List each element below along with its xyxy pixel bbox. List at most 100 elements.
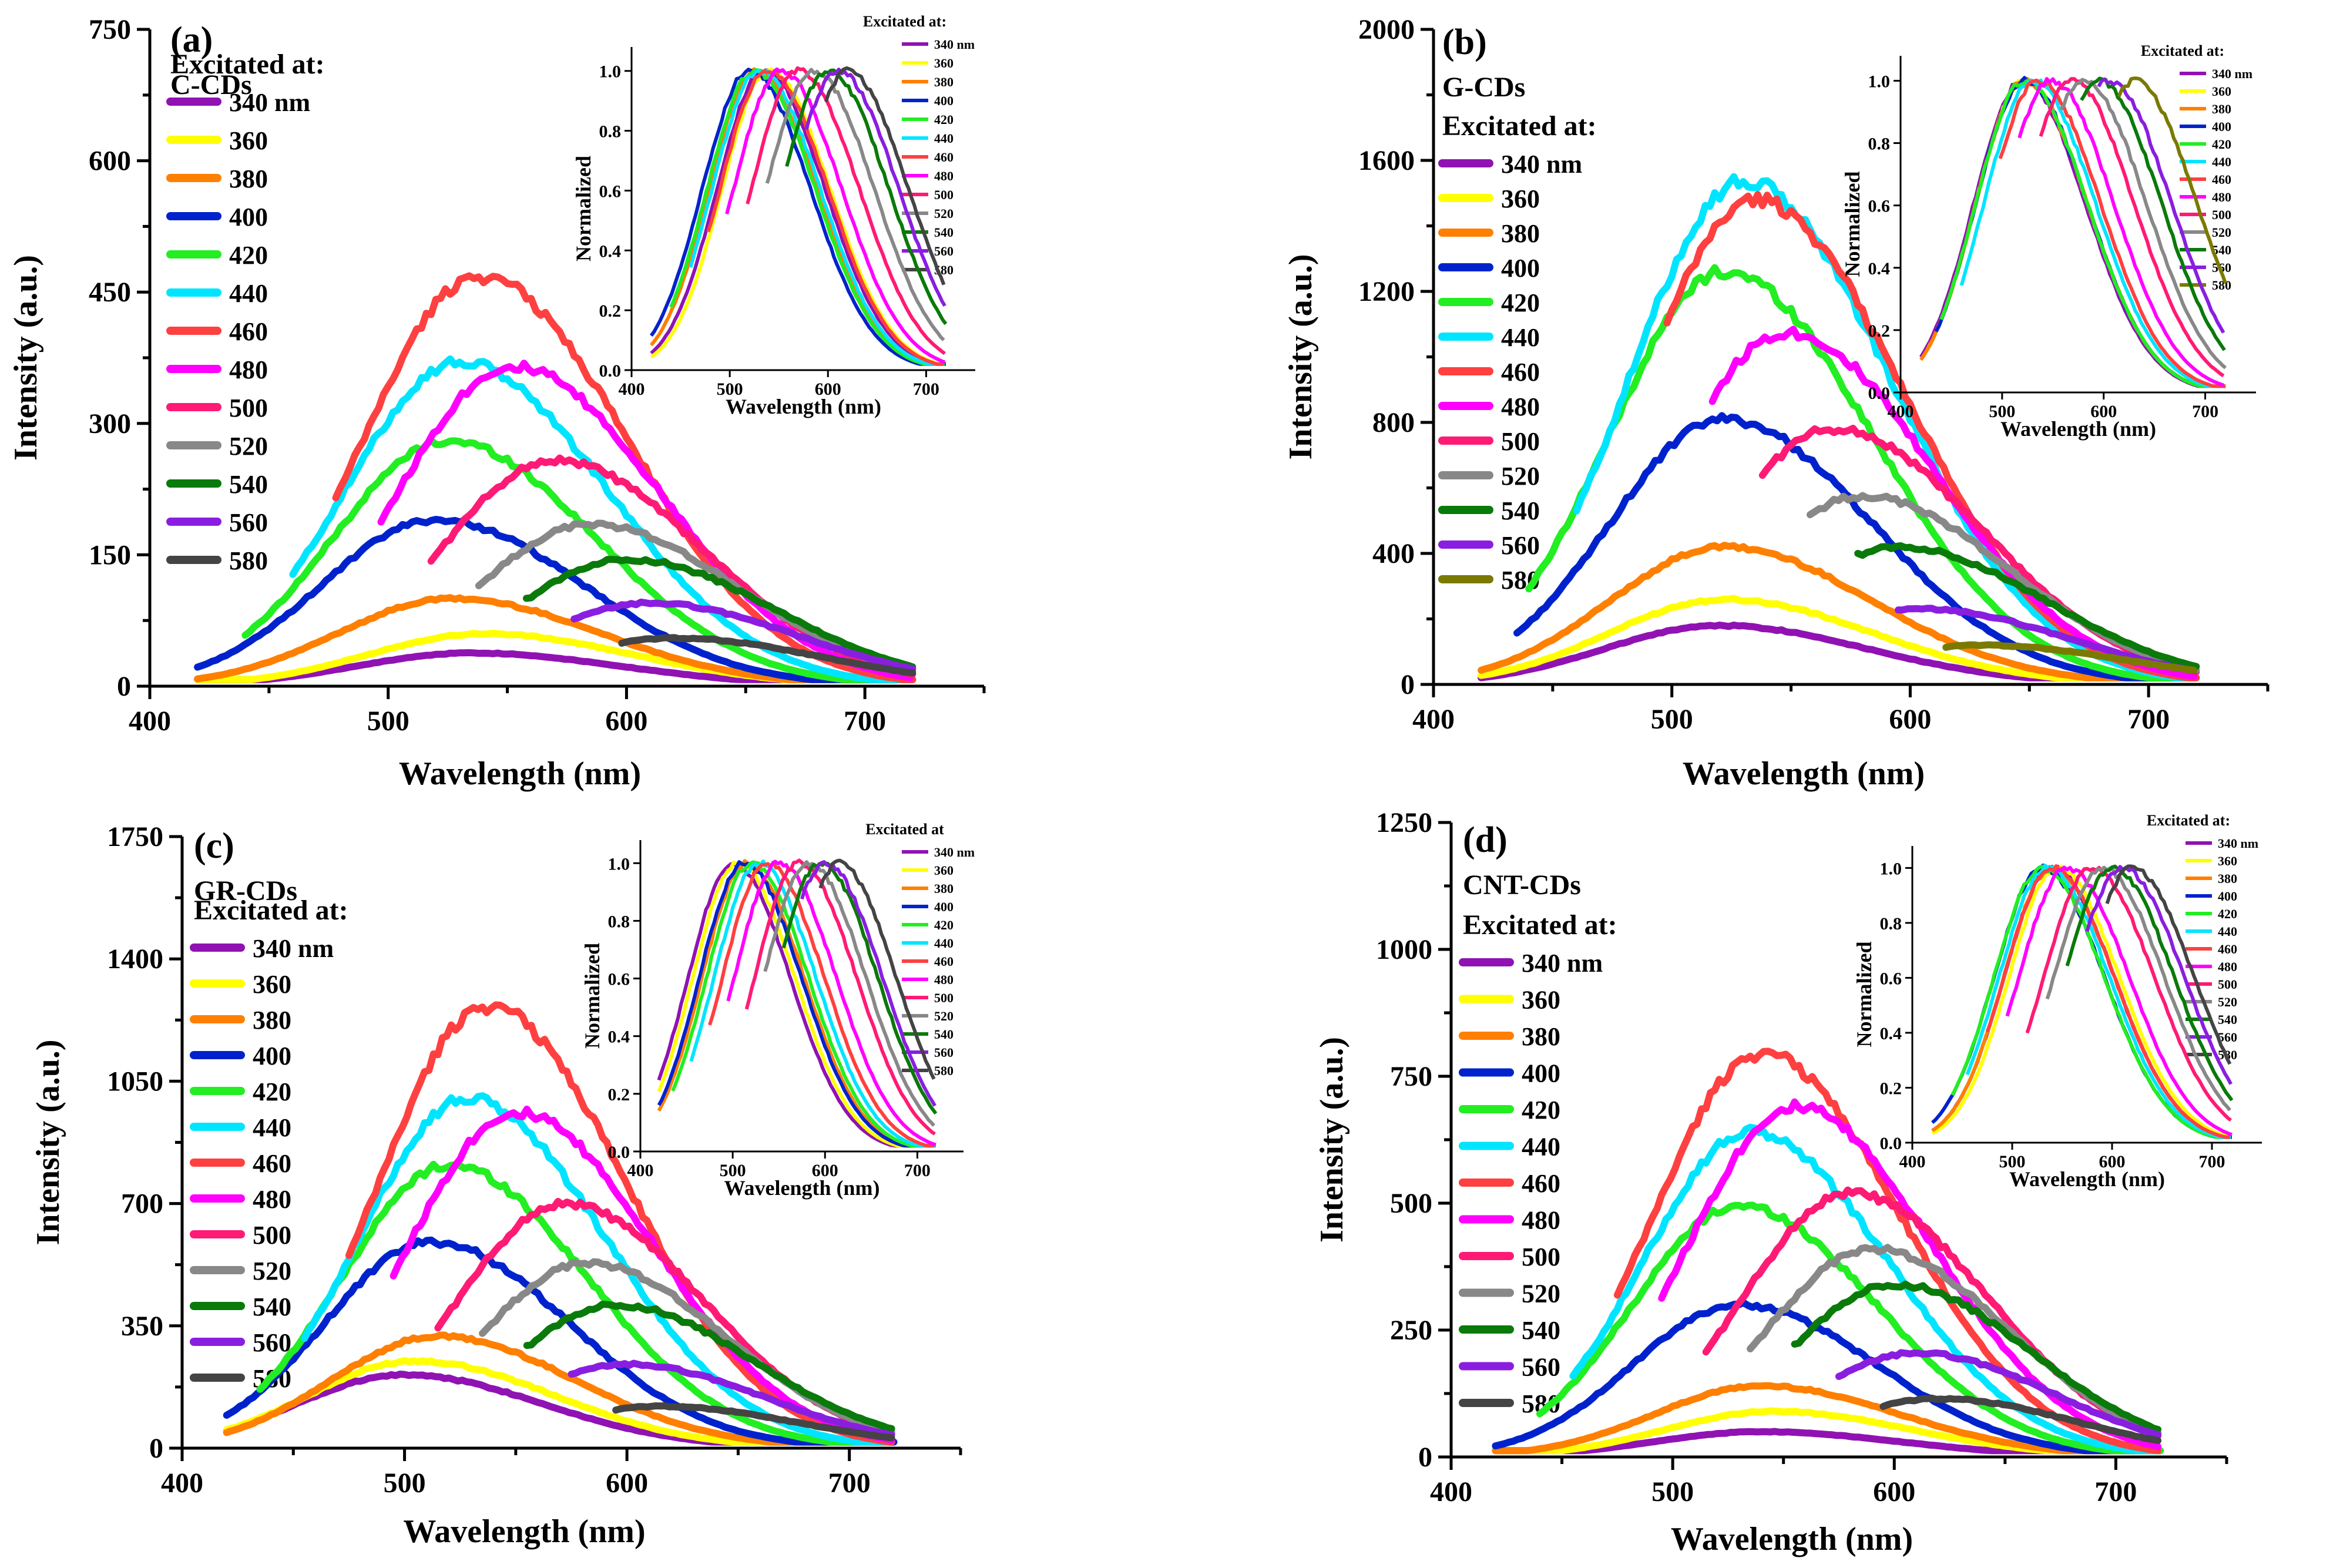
sample-label: G-CDs: [1442, 72, 1525, 103]
inset-x-tick-label: 500: [720, 1161, 746, 1180]
y-tick-label: 700: [121, 1188, 163, 1220]
inset-legend-label: 360: [2218, 854, 2237, 868]
inset-series-line-540: [781, 861, 938, 1115]
inset-y-tick-label: 0.0: [1880, 1134, 1902, 1153]
legend-label: 460: [229, 317, 268, 346]
inset-y-tick-label: 0.8: [599, 122, 622, 142]
x-tick-label: 500: [1651, 1476, 1694, 1507]
legend-label: 440: [1522, 1133, 1560, 1161]
legend-label: 400: [1501, 254, 1540, 283]
x-axis-label: Wavelength (nm): [399, 756, 641, 792]
inset-legend-label: 520: [934, 206, 954, 221]
inset-series-line-480: [2005, 865, 2232, 1137]
inset-x-axis-label: Wavelength (nm): [2009, 1167, 2165, 1191]
inset-x-tick-label: 400: [619, 380, 645, 399]
legend-label: 360: [229, 126, 268, 155]
x-tick-label: 700: [2094, 1476, 2137, 1507]
chart-panel-3: 0 350 700 1050 1400 1750 400 500 600 700 Wavelengt…: [30, 821, 975, 1550]
series-line-420: [1525, 264, 2200, 681]
inset-legend-label: 520: [2212, 225, 2231, 240]
legend-label: 340 nm: [1522, 949, 1603, 978]
inset-y-axis-label: Normalized: [572, 156, 595, 261]
legend-label: 380: [1522, 1022, 1560, 1051]
series-line-440: [289, 355, 916, 683]
inset-x-tick-label: 400: [1888, 402, 1914, 421]
inset-series-line-440: [1959, 78, 2224, 388]
inset-series-line-340nm: [650, 68, 946, 366]
legend-title: Excitated at:: [194, 895, 348, 926]
inset-legend-label: 380: [934, 75, 954, 89]
y-tick-label: 300: [89, 408, 131, 439]
legend-label: 360: [1522, 986, 1560, 1015]
inset-legend-label: 580: [934, 1063, 954, 1078]
y-tick-label: 750: [1390, 1061, 1432, 1092]
inset-legend-label: 460: [934, 954, 954, 969]
y-tick-label: 0: [149, 1433, 163, 1464]
sample-label: CNT-CDs: [1463, 869, 1581, 901]
series-line-580: [612, 1402, 895, 1442]
inset-legend-label: 500: [2218, 977, 2237, 992]
series-line-540: [523, 556, 916, 671]
series-line-540: [1791, 1280, 2162, 1433]
inset-legend-label: 420: [2218, 906, 2237, 921]
inset-y-tick-label: 1.0: [599, 62, 622, 82]
legend-label: 500: [229, 394, 268, 422]
inset-legend-label: 500: [2212, 207, 2231, 222]
y-axis-label: Intensity (a.u.): [30, 1039, 66, 1245]
inset-legend-label: 360: [934, 56, 954, 70]
legend-label: 480: [1501, 392, 1540, 421]
series-line-580: [618, 634, 916, 677]
series-line-560: [1835, 1349, 2162, 1438]
inset-series-line-520: [765, 68, 945, 341]
inset-legend-label: 460: [2212, 172, 2231, 187]
inset-y-axis-label: Normalized: [1852, 942, 1876, 1047]
inset-y-tick-label: 0.6: [1880, 969, 1902, 988]
series-line-400: [1513, 412, 2198, 681]
y-tick-label: 250: [1390, 1315, 1432, 1346]
legend-label: 540: [1522, 1316, 1560, 1345]
x-tick-label: 500: [1651, 704, 1693, 735]
inset-legend-label: 340 nm: [934, 37, 975, 52]
inset-legend-label: 340 nm: [2218, 836, 2258, 851]
y-tick-label: 1750: [107, 821, 163, 852]
y-tick-label: 1600: [1358, 145, 1415, 176]
inset-legend-label: 400: [934, 93, 954, 108]
inset-y-tick-label: 0.2: [1868, 321, 1891, 341]
legend-label: 480: [1522, 1206, 1560, 1235]
legend-label: 560: [253, 1328, 291, 1357]
legend-title: Excitated at:: [170, 49, 325, 80]
inset-x-axis-label: Wavelength (nm): [724, 1176, 880, 1200]
inset-legend-label: 540: [934, 1027, 954, 1042]
inset-series-line-560: [2097, 77, 2225, 334]
inset-x-tick-label: 600: [815, 380, 841, 399]
inset-series-line-440: [689, 859, 935, 1148]
series-line-380: [1492, 1382, 2164, 1455]
inset-y-tick-label: 0.4: [608, 1028, 630, 1047]
legend-label: 380: [1501, 219, 1540, 248]
x-axis-label: Wavelength (nm): [403, 1513, 645, 1550]
y-tick-label: 0: [1418, 1442, 1432, 1473]
y-tick-label: 800: [1372, 407, 1415, 438]
legend-label: 440: [1501, 323, 1540, 352]
inset-chart: 0.0 0.2 0.4 0.6 0.8 1.0 400 500 600 700 Wavelength…: [1852, 812, 2262, 1191]
inset-legend-label: 500: [934, 187, 954, 202]
inset-x-tick-label: 400: [627, 1161, 654, 1180]
series-line-560: [568, 1359, 895, 1439]
inset-legend-label: 480: [2218, 959, 2237, 974]
inset-series-line-460: [1985, 864, 2230, 1139]
y-tick-label: 750: [89, 14, 131, 45]
sample-label: GR-CDs: [194, 875, 297, 906]
inset-legend-label: 340 nm: [934, 845, 975, 859]
inset-legend-label: 400: [934, 899, 954, 914]
inset-y-tick-label: 0.0: [608, 1143, 630, 1162]
inset-legend-title: Excitated at:: [2147, 812, 2230, 829]
legend-label: 460: [253, 1149, 291, 1178]
inset-x-tick-label: 600: [2090, 402, 2117, 421]
chart-panel-1: 0 150 300 450 600 750 400 500 600 700 Wavelength (…: [8, 13, 986, 792]
y-tick-label: 500: [1390, 1188, 1432, 1219]
inset-y-tick-label: 0.0: [1868, 384, 1891, 403]
legend-label: 520: [253, 1257, 291, 1285]
inset-series-line-500: [746, 66, 946, 355]
x-tick-label: 400: [1412, 704, 1455, 735]
y-tick-label: 1200: [1358, 276, 1415, 307]
